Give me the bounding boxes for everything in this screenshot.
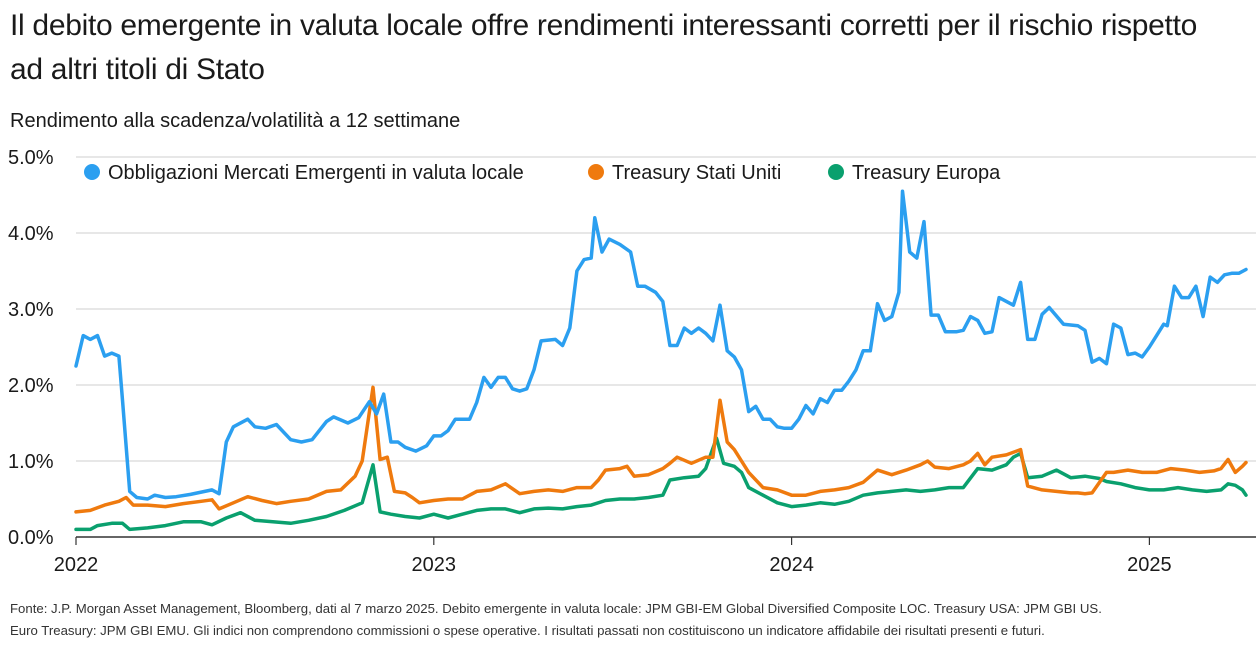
- legend: Obbligazioni Mercati Emergenti in valuta…: [84, 162, 1001, 184]
- chart-title: Il debito emergente in valuta locale off…: [10, 9, 1198, 86]
- grid-lines: [76, 156, 1256, 538]
- y-tick-label: 0.0%: [8, 527, 54, 549]
- x-tick-label: 2024: [769, 554, 814, 576]
- footer-line-1: Fonte: J.P. Morgan Asset Management, Blo…: [10, 601, 1102, 616]
- y-axis-ticks: 0.0% 1.0% 2.0% 3.0% 4.0% 5.0%: [8, 147, 54, 549]
- legend-marker: [828, 164, 844, 180]
- y-tick-label: 5.0%: [8, 147, 54, 169]
- legend-marker: [588, 164, 604, 180]
- series-line: [74, 189, 1248, 501]
- x-tick-label: 2023: [412, 554, 457, 576]
- footer-line-2: Euro Treasury: JPM GBI EMU. Gli indici n…: [10, 623, 1045, 638]
- legend-label: Treasury Europa: [852, 162, 1001, 184]
- legend-marker: [84, 164, 100, 180]
- legend-label: Treasury Stati Uniti: [612, 162, 781, 184]
- x-tick-label: 2022: [54, 554, 99, 576]
- series-line: [74, 436, 1248, 532]
- series-line: [74, 385, 1248, 514]
- y-tick-label: 3.0%: [8, 299, 54, 321]
- chart-subtitle: Rendimento alla scadenza/volatilità a 12…: [10, 110, 461, 132]
- x-axis-ticks: 2022 2023 2024 2025: [54, 537, 1172, 576]
- legend-label: Obbligazioni Mercati Emergenti in valuta…: [108, 162, 524, 184]
- y-tick-label: 4.0%: [8, 223, 54, 245]
- y-tick-label: 1.0%: [8, 451, 54, 473]
- line-chart: 0.0%1.0%2.0%3.0%4.0%5.0% 2022 2023 2024 202…: [8, 147, 1256, 576]
- footer-source: Fonte: J.P. Morgan Asset Management, Blo…: [10, 598, 1250, 642]
- x-tick-label: 2025: [1127, 554, 1172, 576]
- series-lines: [74, 189, 1248, 532]
- y-tick-label: 2.0%: [8, 375, 54, 397]
